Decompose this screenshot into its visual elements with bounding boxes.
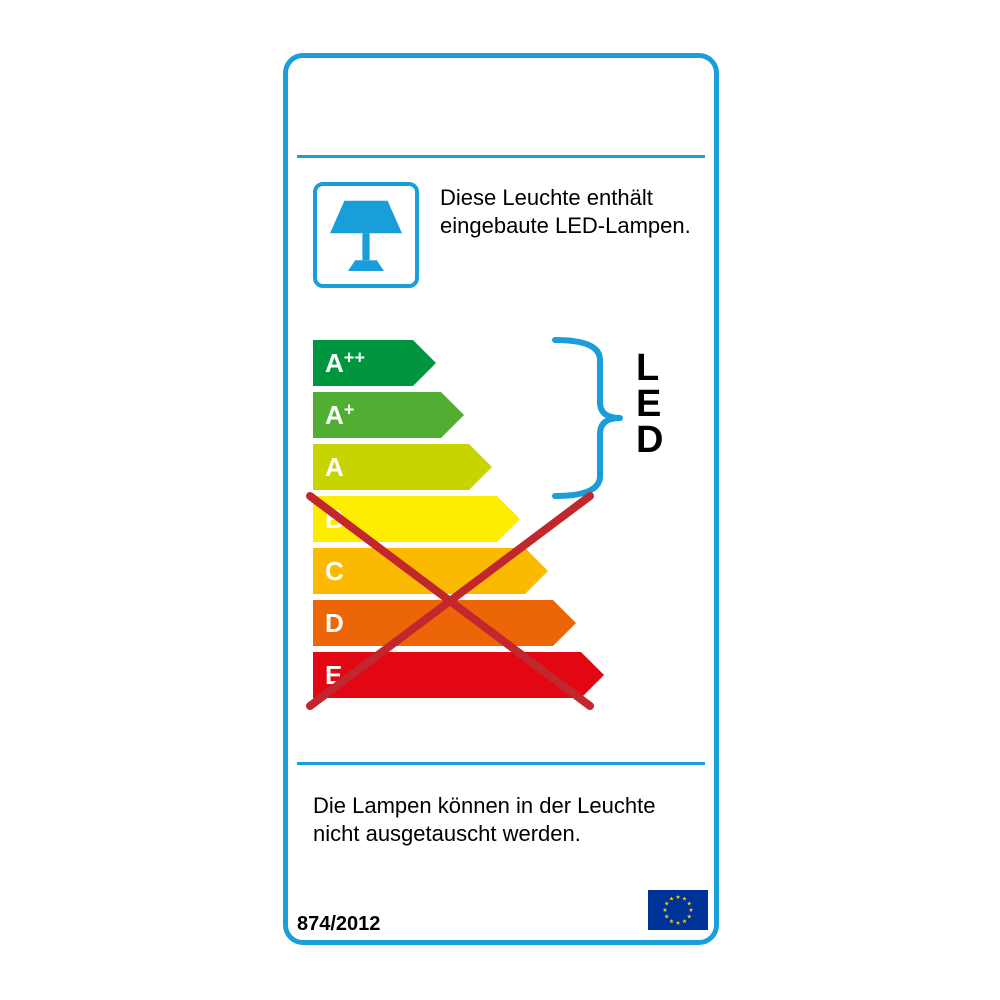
lamp-icon-box xyxy=(313,182,419,288)
section-divider xyxy=(297,762,705,765)
lamp-icon xyxy=(321,190,411,280)
energy-class-label: D xyxy=(325,608,344,638)
energy-class-row: D xyxy=(313,600,576,646)
energy-class-row: A++ xyxy=(313,340,436,386)
energy-class-label: C xyxy=(325,556,344,586)
regulation-number: 874/2012 xyxy=(297,913,380,936)
section-divider xyxy=(297,155,705,158)
energy-class-row: B xyxy=(313,496,520,542)
energy-class-label: A xyxy=(325,452,344,482)
bottom-note-text: Die Lampen können in der Leuchte nicht a… xyxy=(313,792,693,847)
eu-flag-icon xyxy=(648,890,708,930)
description-text: Diese Leuchte enthält eingebaute LED-Lam… xyxy=(440,184,700,239)
energy-class-label: E xyxy=(325,660,342,690)
energy-class-label: B xyxy=(325,504,344,534)
energy-class-row: A xyxy=(313,444,492,490)
led-label: LED xyxy=(636,350,663,458)
energy-class-row: C xyxy=(313,548,548,594)
energy-class-row: A+ xyxy=(313,392,464,438)
energy-class-chart: A++ A+ ABCDE xyxy=(313,340,614,698)
energy-class-row: E xyxy=(313,652,604,698)
